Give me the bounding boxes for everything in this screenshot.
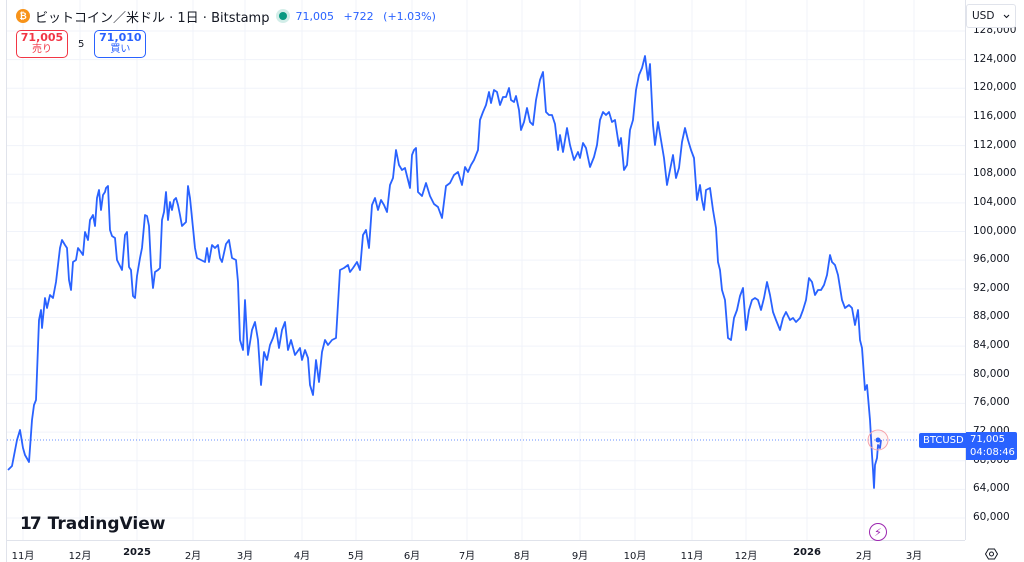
price-tick: 64,000 <box>973 482 1010 495</box>
last-price: 71,005 <box>295 9 334 23</box>
time-tick: 10月 <box>623 551 647 562</box>
last-price-dot <box>875 437 881 443</box>
last-price-tag: 71,005 04:08:46 <box>966 432 1017 460</box>
time-tick: 8月 <box>513 551 531 562</box>
time-tick: 2月 <box>855 551 873 562</box>
price-tick: 108,000 <box>973 167 1017 180</box>
tradingview-wordmark: TradingView <box>47 514 166 534</box>
price-tick: 104,000 <box>973 195 1017 208</box>
price-tick: 60,000 <box>973 511 1010 524</box>
tradingview-logo[interactable]: 17 TradingView <box>20 514 165 534</box>
sell-button[interactable]: 71,005 売り <box>16 30 68 58</box>
time-tick: 4月 <box>293 551 311 562</box>
time-tick: 9月 <box>571 551 589 562</box>
grid-lines <box>7 0 965 540</box>
time-tick: 12月 <box>734 551 758 562</box>
price-tick: 112,000 <box>973 138 1017 151</box>
market-open-dot <box>279 12 288 20</box>
price-axis-border <box>965 0 966 540</box>
price-line <box>7 55 882 489</box>
time-tick: 11月 <box>680 551 704 562</box>
time-tick: 6月 <box>403 551 421 562</box>
time-tick: 2025 <box>123 547 151 558</box>
symbol-price-tag: BTCUSD <box>919 433 968 448</box>
time-tick: 11月 <box>11 551 35 562</box>
price-tick: 96,000 <box>973 253 1010 266</box>
currency-value: USD <box>972 10 995 22</box>
price-tick: 116,000 <box>973 109 1017 122</box>
price-change: +722 <box>343 9 374 23</box>
price-tick: 100,000 <box>973 224 1017 237</box>
trade-panel: 71,005 売り 5 71,010 買い <box>16 30 147 58</box>
symbol-header: ₿ ビットコイン／米ドル · 1日 · Bitstamp 71,005 +722… <box>16 6 442 26</box>
lightning-event-icon[interactable]: ⚡ <box>869 523 887 541</box>
price-tick: 92,000 <box>973 281 1010 294</box>
bar-countdown: 04:08:46 <box>970 447 1015 458</box>
price-tick: 124,000 <box>973 52 1017 65</box>
buy-price: 71,010 <box>99 31 142 44</box>
quote-summary: 71,005 +722 (+1.03%) <box>295 10 441 23</box>
currency-select[interactable]: USD <box>966 4 1016 28</box>
buy-label: 買い <box>110 44 131 55</box>
last-price-tag-value: 71,005 <box>970 434 1005 445</box>
time-tick: 7月 <box>458 551 476 562</box>
bitcoin-icon: ₿ <box>16 9 30 23</box>
price-tick: 120,000 <box>973 81 1017 94</box>
time-tick: 12月 <box>68 551 92 562</box>
chevron-down-icon <box>1003 14 1010 18</box>
price-tick: 76,000 <box>973 396 1010 409</box>
time-tick: 3月 <box>905 551 923 562</box>
time-tick: 2026 <box>793 547 821 558</box>
time-axis-border <box>7 540 965 541</box>
price-tick: 88,000 <box>973 310 1010 323</box>
buy-button[interactable]: 71,010 買い <box>94 30 147 58</box>
price-change-pct: (+1.03%) <box>383 9 436 23</box>
settings-icon[interactable] <box>985 548 998 560</box>
price-tick: 84,000 <box>973 339 1010 352</box>
tradingview-mark-icon: 17 <box>20 514 42 534</box>
time-tick: 2月 <box>184 551 202 562</box>
sell-label: 売り <box>32 44 52 55</box>
symbol-title[interactable]: ビットコイン／米ドル · 1日 · Bitstamp <box>35 10 270 26</box>
time-tick: 3月 <box>236 551 254 562</box>
sell-price: 71,005 <box>20 31 64 44</box>
spread-value: 5 <box>78 38 85 50</box>
time-tick: 5月 <box>347 551 365 562</box>
price-tick: 80,000 <box>973 367 1010 380</box>
chart-frame <box>6 0 1024 562</box>
